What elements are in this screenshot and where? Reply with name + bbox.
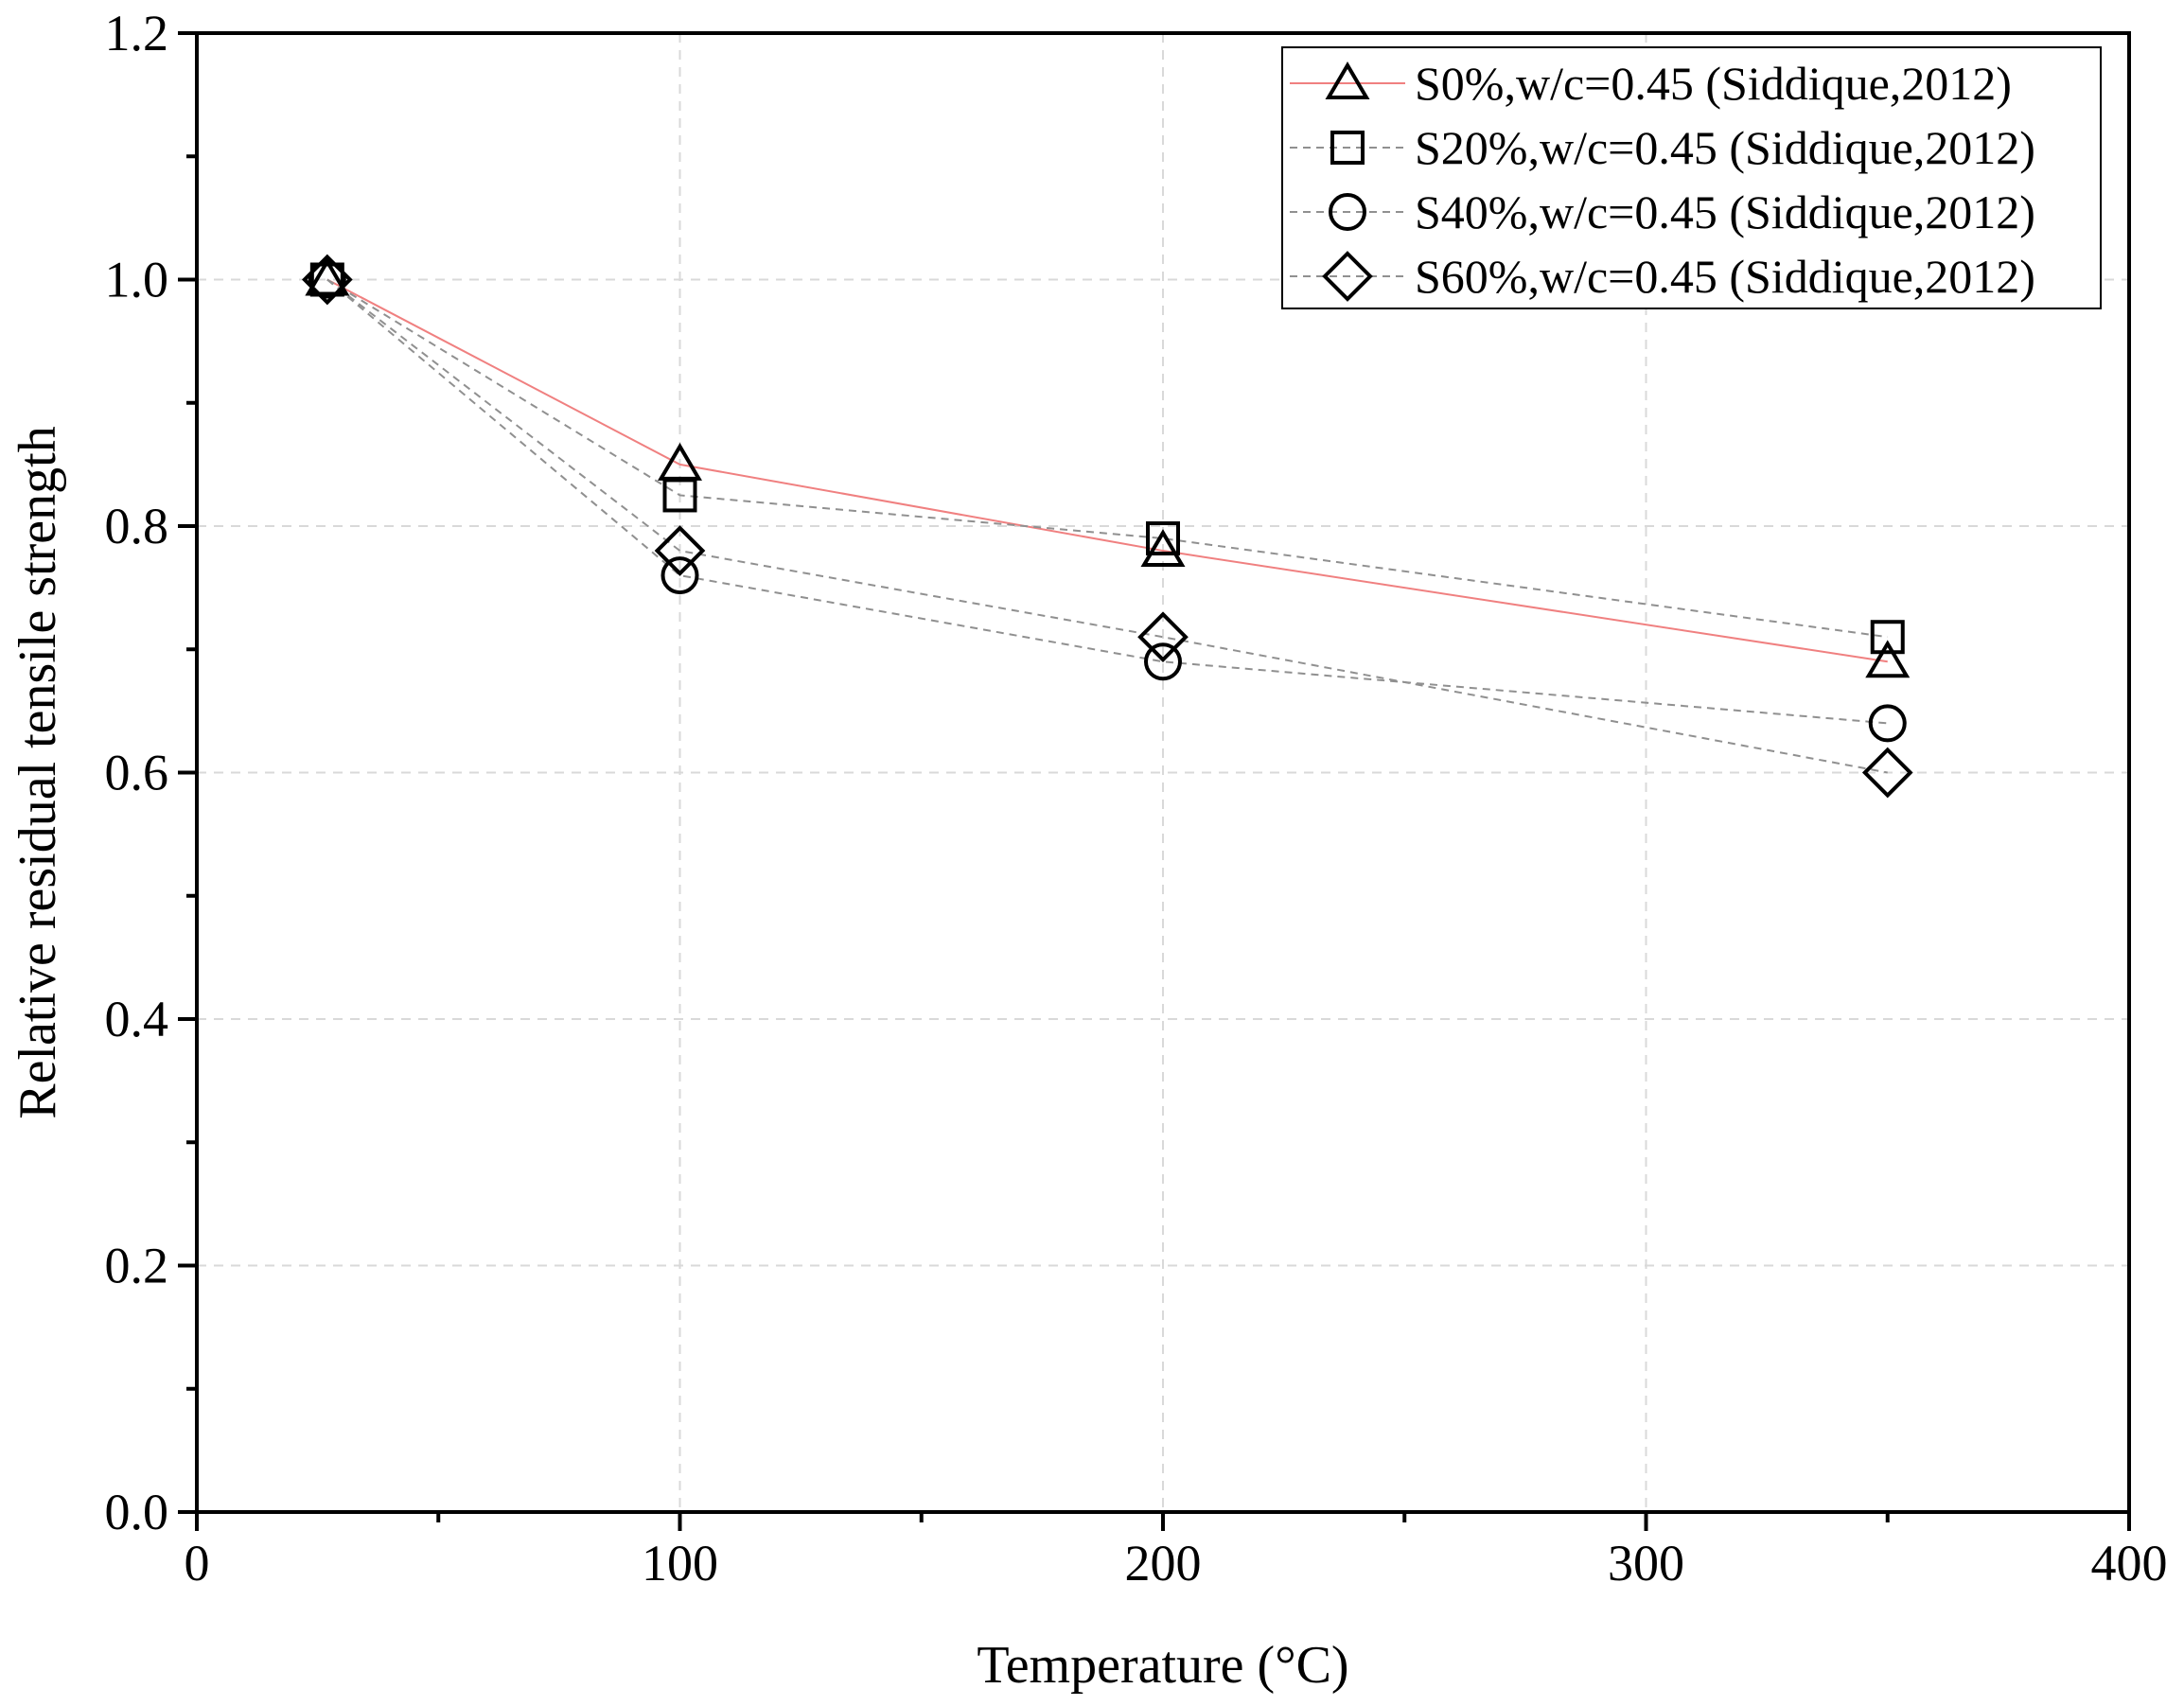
x-tick-label: 200 <box>1125 1535 1202 1592</box>
y-axis-title: Relative residual tensile strength <box>9 426 67 1118</box>
series-line-1 <box>326 278 1888 663</box>
legend-label-3: S40%,w/c=0.45 (Siddique,2012) <box>1415 185 2035 238</box>
data-point-series-1 <box>1140 529 1186 568</box>
tick-labels: 0 100 200 300 400 0.0 0.2 0.4 0.6 0.8 1.0 1.2 <box>105 5 2168 1592</box>
series-line-4 <box>326 278 1888 774</box>
data-point-series-2 <box>1870 620 1905 655</box>
series-line-3 <box>326 278 1888 725</box>
y-tick-label: 1.2 <box>105 5 169 62</box>
y-tick-label: 0.8 <box>105 498 169 554</box>
legend-marker-1 <box>1325 62 1370 99</box>
data-point-series-4 <box>654 525 706 576</box>
data-point-series-4 <box>1861 747 1913 799</box>
data-point-series-2 <box>1146 521 1180 556</box>
y-tick-label: 1.0 <box>105 252 169 308</box>
x-tick-label: 0 <box>185 1535 210 1592</box>
axis-ticks <box>178 31 2131 1531</box>
data-point-series-4 <box>1137 611 1189 663</box>
legend-label-1: S0%,w/c=0.45 (Siddique,2012) <box>1415 57 2012 110</box>
y-tick-label: 0.4 <box>105 991 169 1047</box>
legend-label-2: S20%,w/c=0.45 (Siddique,2012) <box>1415 121 2035 174</box>
y-tick-label: 0.0 <box>105 1484 169 1540</box>
legend-marker-3 <box>1329 193 1366 231</box>
data-point-series-3 <box>1144 642 1182 681</box>
data-point-series-3 <box>1868 704 1907 743</box>
legend-marker-2 <box>1330 131 1365 165</box>
series-lines <box>326 278 1888 774</box>
x-tick-label: 300 <box>1608 1535 1684 1592</box>
data-point-series-3 <box>660 556 699 595</box>
data-point-series-1 <box>1865 640 1911 678</box>
legend: S0%,w/c=0.45 (Siddique,2012) S20%,w/c=0.4… <box>1281 46 2102 309</box>
y-tick-label: 0.2 <box>105 1238 169 1294</box>
x-tick-label: 100 <box>642 1535 718 1592</box>
x-axis-title: Temperature (°C) <box>977 1636 1348 1695</box>
data-point-series-2 <box>662 478 697 513</box>
data-point-series-4 <box>302 254 353 306</box>
data-point-series-3 <box>308 260 346 299</box>
legend-label-4: S60%,w/c=0.45 (Siddique,2012) <box>1415 250 2035 303</box>
legend-box <box>1281 46 2102 309</box>
x-tick-label: 400 <box>2091 1535 2168 1592</box>
series-markers <box>302 254 1913 799</box>
y-tick-label: 0.6 <box>105 745 169 801</box>
legend-marker-4 <box>1322 251 1373 302</box>
series-line-2 <box>326 278 1888 639</box>
